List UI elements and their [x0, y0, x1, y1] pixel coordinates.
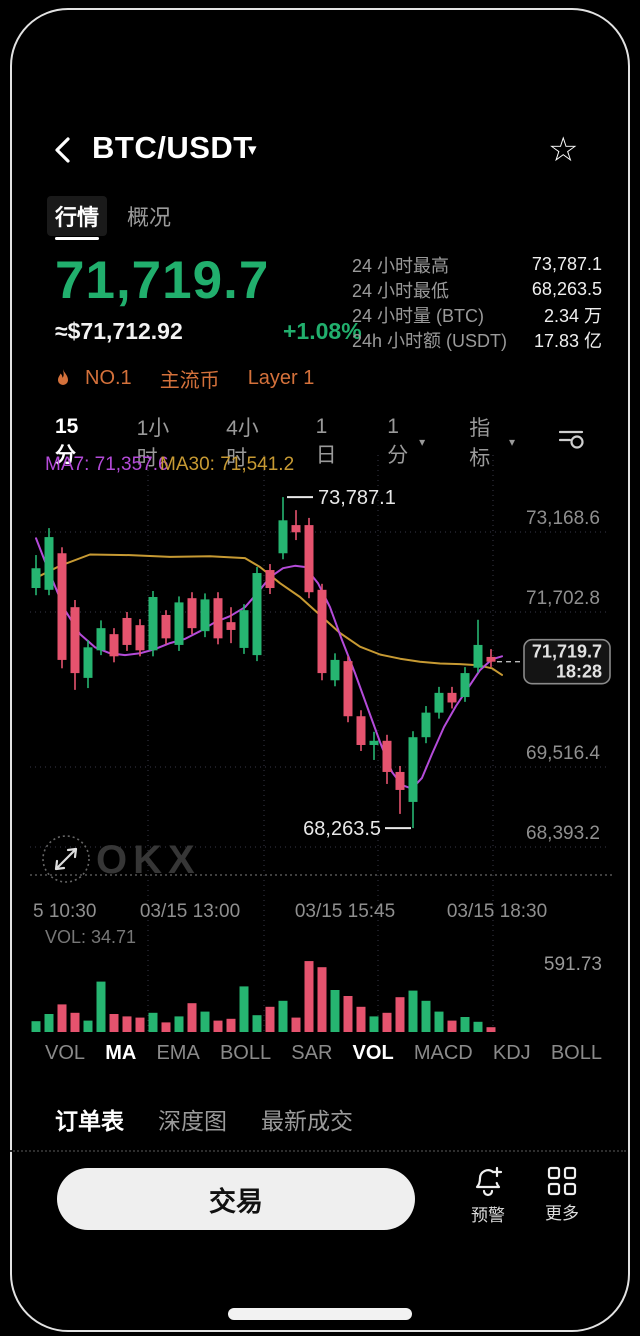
- stat-label: 24h 小时额 (USDT): [352, 330, 508, 351]
- timeframe-1h[interactable]: 1小时: [136, 417, 170, 470]
- stat-value: 2.34 万: [543, 305, 602, 326]
- alert-button[interactable]: 预警: [462, 1166, 514, 1226]
- indicator-boll2[interactable]: BOLL: [550, 1042, 602, 1064]
- timeframe-4h[interactable]: 4小时: [226, 417, 259, 470]
- indicator-vol-sub[interactable]: VOL: [352, 1042, 394, 1064]
- tab-market[interactable]: 行情: [47, 196, 108, 236]
- indicator-kdj[interactable]: KDJ: [492, 1042, 531, 1064]
- stat-row: 24h 小时额 (USDT) 17.83 亿: [352, 327, 602, 352]
- chevron-down-icon: ▾: [419, 435, 426, 449]
- timeframe-15m[interactable]: 15分: [55, 415, 79, 467]
- svg-text:03/15 13:00: 03/15 13:00: [140, 901, 240, 922]
- indicator-dropdown[interactable]: 指标 ▾: [469, 417, 515, 470]
- favorite-star-icon[interactable]: ☆: [548, 131, 579, 169]
- tag-layer[interactable]: Layer 1: [247, 367, 315, 389]
- indicator-vol-main[interactable]: VOL: [45, 1042, 86, 1064]
- svg-text:VOL: 34.71: VOL: 34.71: [45, 927, 136, 947]
- stat-row: 24 小时最高 73,787.1: [352, 252, 602, 277]
- tab-latest-trades[interactable]: 最新成交: [261, 1108, 353, 1134]
- more-button[interactable]: 更多: [536, 1166, 588, 1224]
- stats-panel: 24 小时最高 73,787.1 24 小时最低 68,263.5 24 小时量 (…: [352, 252, 602, 352]
- more-label: 更多: [545, 1204, 579, 1223]
- current-price-badge: 71,719.718:28: [523, 638, 611, 685]
- trade-button[interactable]: 交易: [57, 1168, 415, 1230]
- stat-value: 17.83 亿: [533, 330, 602, 351]
- indicator-ma[interactable]: MA: [105, 1042, 137, 1064]
- orderbook-tabs: 订单表 深度图 最新成交: [55, 1102, 353, 1136]
- price-change: +1.08%: [283, 318, 362, 344]
- back-button[interactable]: [50, 136, 76, 164]
- indicator-row: VOL MA EMA BOLL SAR VOL MACD KDJ BOLL: [45, 1042, 602, 1065]
- back-chevron-icon: [55, 137, 70, 163]
- pair-title[interactable]: BTC/USDT: [92, 130, 253, 165]
- timeframe-row: 15分 1小时 4小时 1日 1分 ▾ 指标 ▾: [55, 412, 585, 472]
- stat-row: 24 小时量 (BTC) 2.34 万: [352, 302, 602, 327]
- pair-dropdown-icon[interactable]: ▾: [248, 140, 257, 159]
- stat-value: 73,787.1: [531, 254, 602, 274]
- svg-text:03/15 15:45: 03/15 15:45: [295, 901, 395, 922]
- indicator-ema[interactable]: EMA: [156, 1042, 200, 1064]
- timeframe-1d[interactable]: 1日: [315, 415, 337, 467]
- tab-overview[interactable]: 概况: [127, 205, 172, 230]
- tab-order-book[interactable]: 订单表: [55, 1108, 124, 1134]
- timeframe-more-dropdown[interactable]: 1分 ▾: [387, 415, 426, 467]
- svg-text:73,168.6: 73,168.6: [526, 508, 600, 529]
- stat-value: 68,263.5: [531, 279, 602, 299]
- indicator-sar[interactable]: SAR: [291, 1042, 333, 1064]
- stat-label: 24 小时最高: [352, 255, 450, 276]
- svg-text:MA7: 71,357.6: MA7: 71,357.6: [45, 455, 169, 475]
- svg-text:591.73: 591.73: [544, 954, 602, 975]
- stat-label: 24 小时最低: [352, 280, 450, 301]
- tab-active-underline: [55, 237, 99, 240]
- last-price: 71,719.7: [55, 251, 270, 310]
- home-indicator[interactable]: [228, 1308, 412, 1320]
- svg-text:5 10:30: 5 10:30: [33, 901, 96, 922]
- tab-depth-chart[interactable]: 深度图: [158, 1108, 227, 1134]
- price-chart[interactable]: OKX 73,168.6 71,702.8 69,516.4 68,393.2 73,78…: [0, 454, 640, 1040]
- grid-icon: [547, 1166, 577, 1196]
- svg-text:68,263.5: 68,263.5: [303, 818, 381, 840]
- svg-text:71,719.7: 71,719.7: [532, 642, 602, 662]
- alert-label: 预警: [471, 1206, 505, 1225]
- stat-label: 24 小时量 (BTC): [352, 305, 485, 326]
- indicator-boll[interactable]: BOLL: [219, 1042, 272, 1064]
- svg-text:18:28: 18:28: [556, 662, 602, 682]
- fiat-price: ≈$71,712.92: [55, 318, 183, 344]
- svg-text:71,702.8: 71,702.8: [526, 588, 600, 609]
- svg-text:69,516.4: 69,516.4: [526, 743, 600, 764]
- flame-icon: [55, 368, 71, 389]
- svg-text:MA30: 71,541.2: MA30: 71,541.2: [160, 455, 294, 475]
- svg-text:68,393.2: 68,393.2: [526, 823, 600, 844]
- tag-row: NO.1 主流币 Layer 1: [55, 364, 314, 393]
- tag-rank[interactable]: NO.1: [85, 367, 132, 389]
- svg-text:OKX: OKX: [96, 838, 201, 882]
- tag-category[interactable]: 主流币: [159, 370, 220, 392]
- svg-text:03/15 18:30: 03/15 18:30: [447, 901, 547, 922]
- divider: [10, 1150, 626, 1152]
- chevron-down-icon: ▾: [508, 435, 515, 449]
- indicator-macd[interactable]: MACD: [413, 1042, 473, 1064]
- chart-settings-icon[interactable]: [558, 428, 585, 456]
- stat-row: 24 小时最低 68,263.5: [352, 277, 602, 302]
- bell-plus-icon: [475, 1166, 503, 1197]
- svg-text:73,787.1: 73,787.1: [318, 487, 396, 509]
